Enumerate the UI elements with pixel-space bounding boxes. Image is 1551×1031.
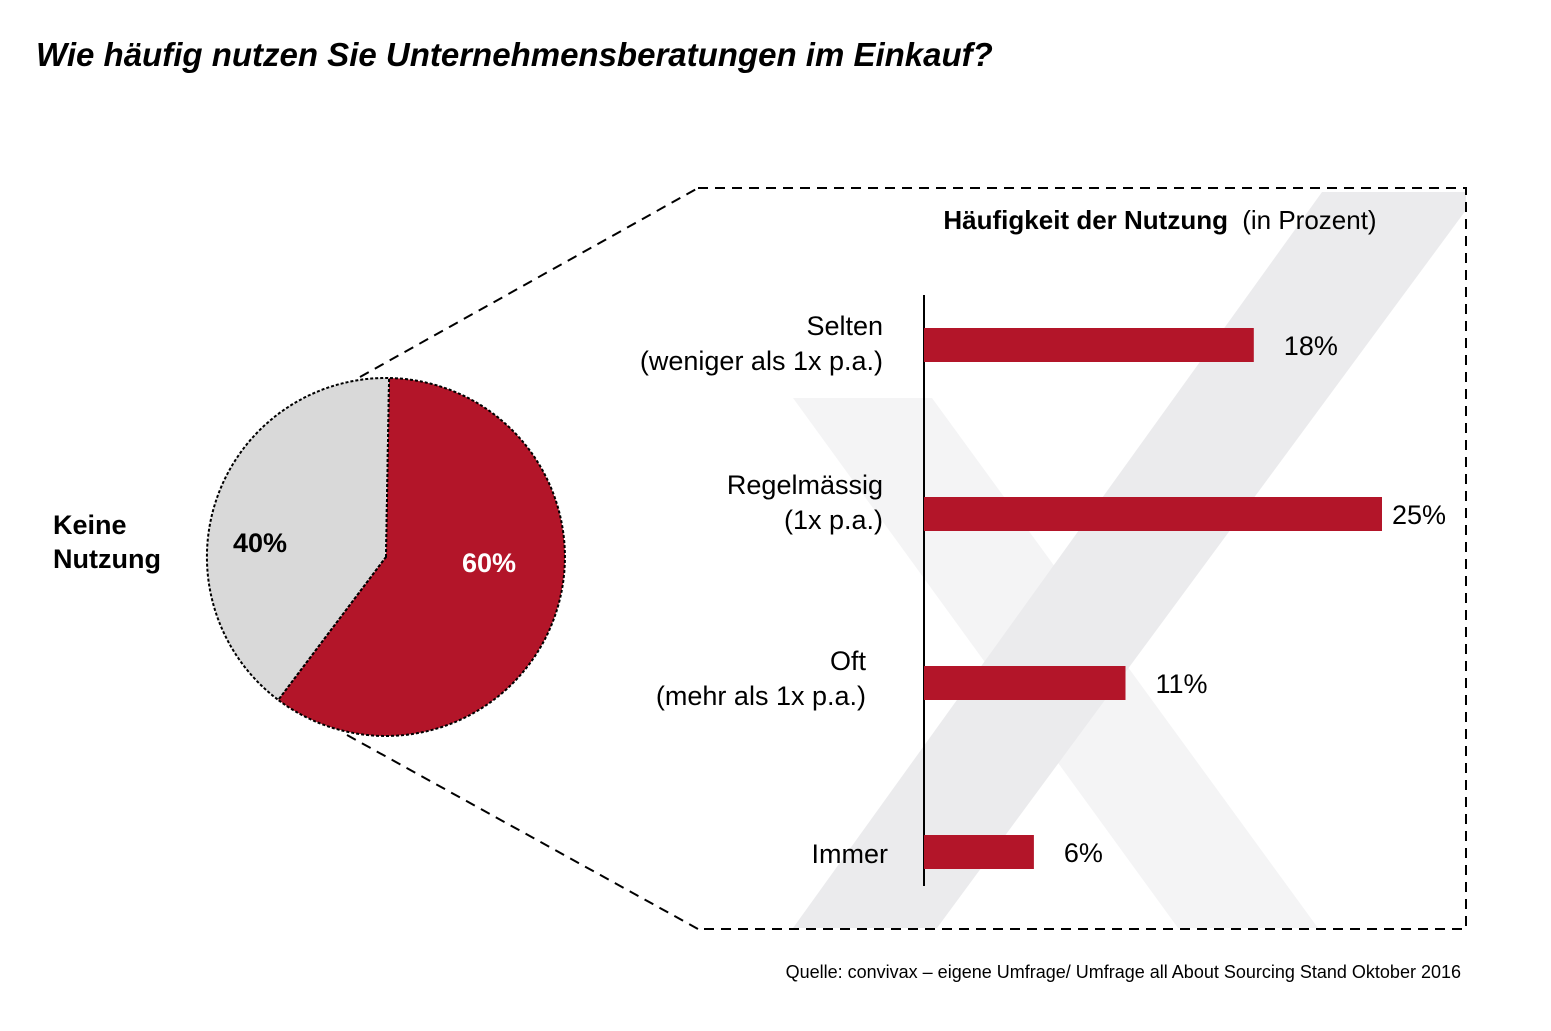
bar-4 — [924, 835, 1034, 869]
pie-value-label-keine: 40% — [233, 528, 287, 558]
bar-category-label-3-sub: (mehr als 1x p.a.) — [656, 681, 866, 711]
callout-connector-top — [359, 187, 699, 378]
bar-value-label-4: 6% — [1064, 838, 1103, 868]
bar-2 — [924, 497, 1382, 531]
pie-slice-nutzung — [276, 376, 566, 737]
callout-connector-bottom — [346, 734, 699, 930]
bar-chart-title: Häufigkeit der Nutzung (in Prozent) — [943, 205, 1376, 235]
bar-chart-title-regular: (in Prozent) — [1242, 205, 1376, 235]
watermark-stroke-dark — [793, 192, 1466, 928]
page-title: Wie häufig nutzen Sie Unternehmensberatu… — [36, 36, 993, 73]
bar-category-label-4: Immer — [812, 839, 889, 869]
pie-outside-label-line1: Keine — [53, 510, 127, 540]
bar-category-label-2: Regelmässig — [727, 470, 883, 500]
bar-chart-title-bold: Häufigkeit der Nutzung — [943, 205, 1228, 235]
zoom-callout — [346, 187, 1467, 930]
pie-outside-label-line2: Nutzung — [53, 544, 161, 574]
bar-1 — [924, 328, 1254, 362]
bar-chart: 18% Selten (weniger als 1x p.a.) 25% Regelmä… — [640, 311, 1446, 869]
pie-outside-label: Keine Nutzung — [53, 510, 161, 574]
bar-value-label-1: 18% — [1284, 331, 1338, 361]
bar-3 — [924, 666, 1126, 700]
bar-category-label-2-sub: (1x p.a.) — [784, 505, 883, 535]
pie-slice-keine-nutzung — [205, 376, 391, 702]
pie-chart — [205, 376, 566, 737]
bar-value-label-2: 25% — [1392, 500, 1446, 530]
watermark-x-logo — [793, 192, 1466, 928]
pie-value-label-nutzung: 60% — [462, 548, 516, 578]
bar-value-label-3: 11% — [1156, 669, 1208, 699]
bar-category-label-1-sub: (weniger als 1x p.a.) — [640, 346, 883, 376]
source-note: Quelle: convivax – eigene Umfrage/ Umfra… — [785, 962, 1461, 982]
callout-box — [698, 187, 1467, 930]
bar-category-label-3: Oft — [830, 646, 867, 676]
bar-category-label-1: Selten — [806, 311, 883, 341]
